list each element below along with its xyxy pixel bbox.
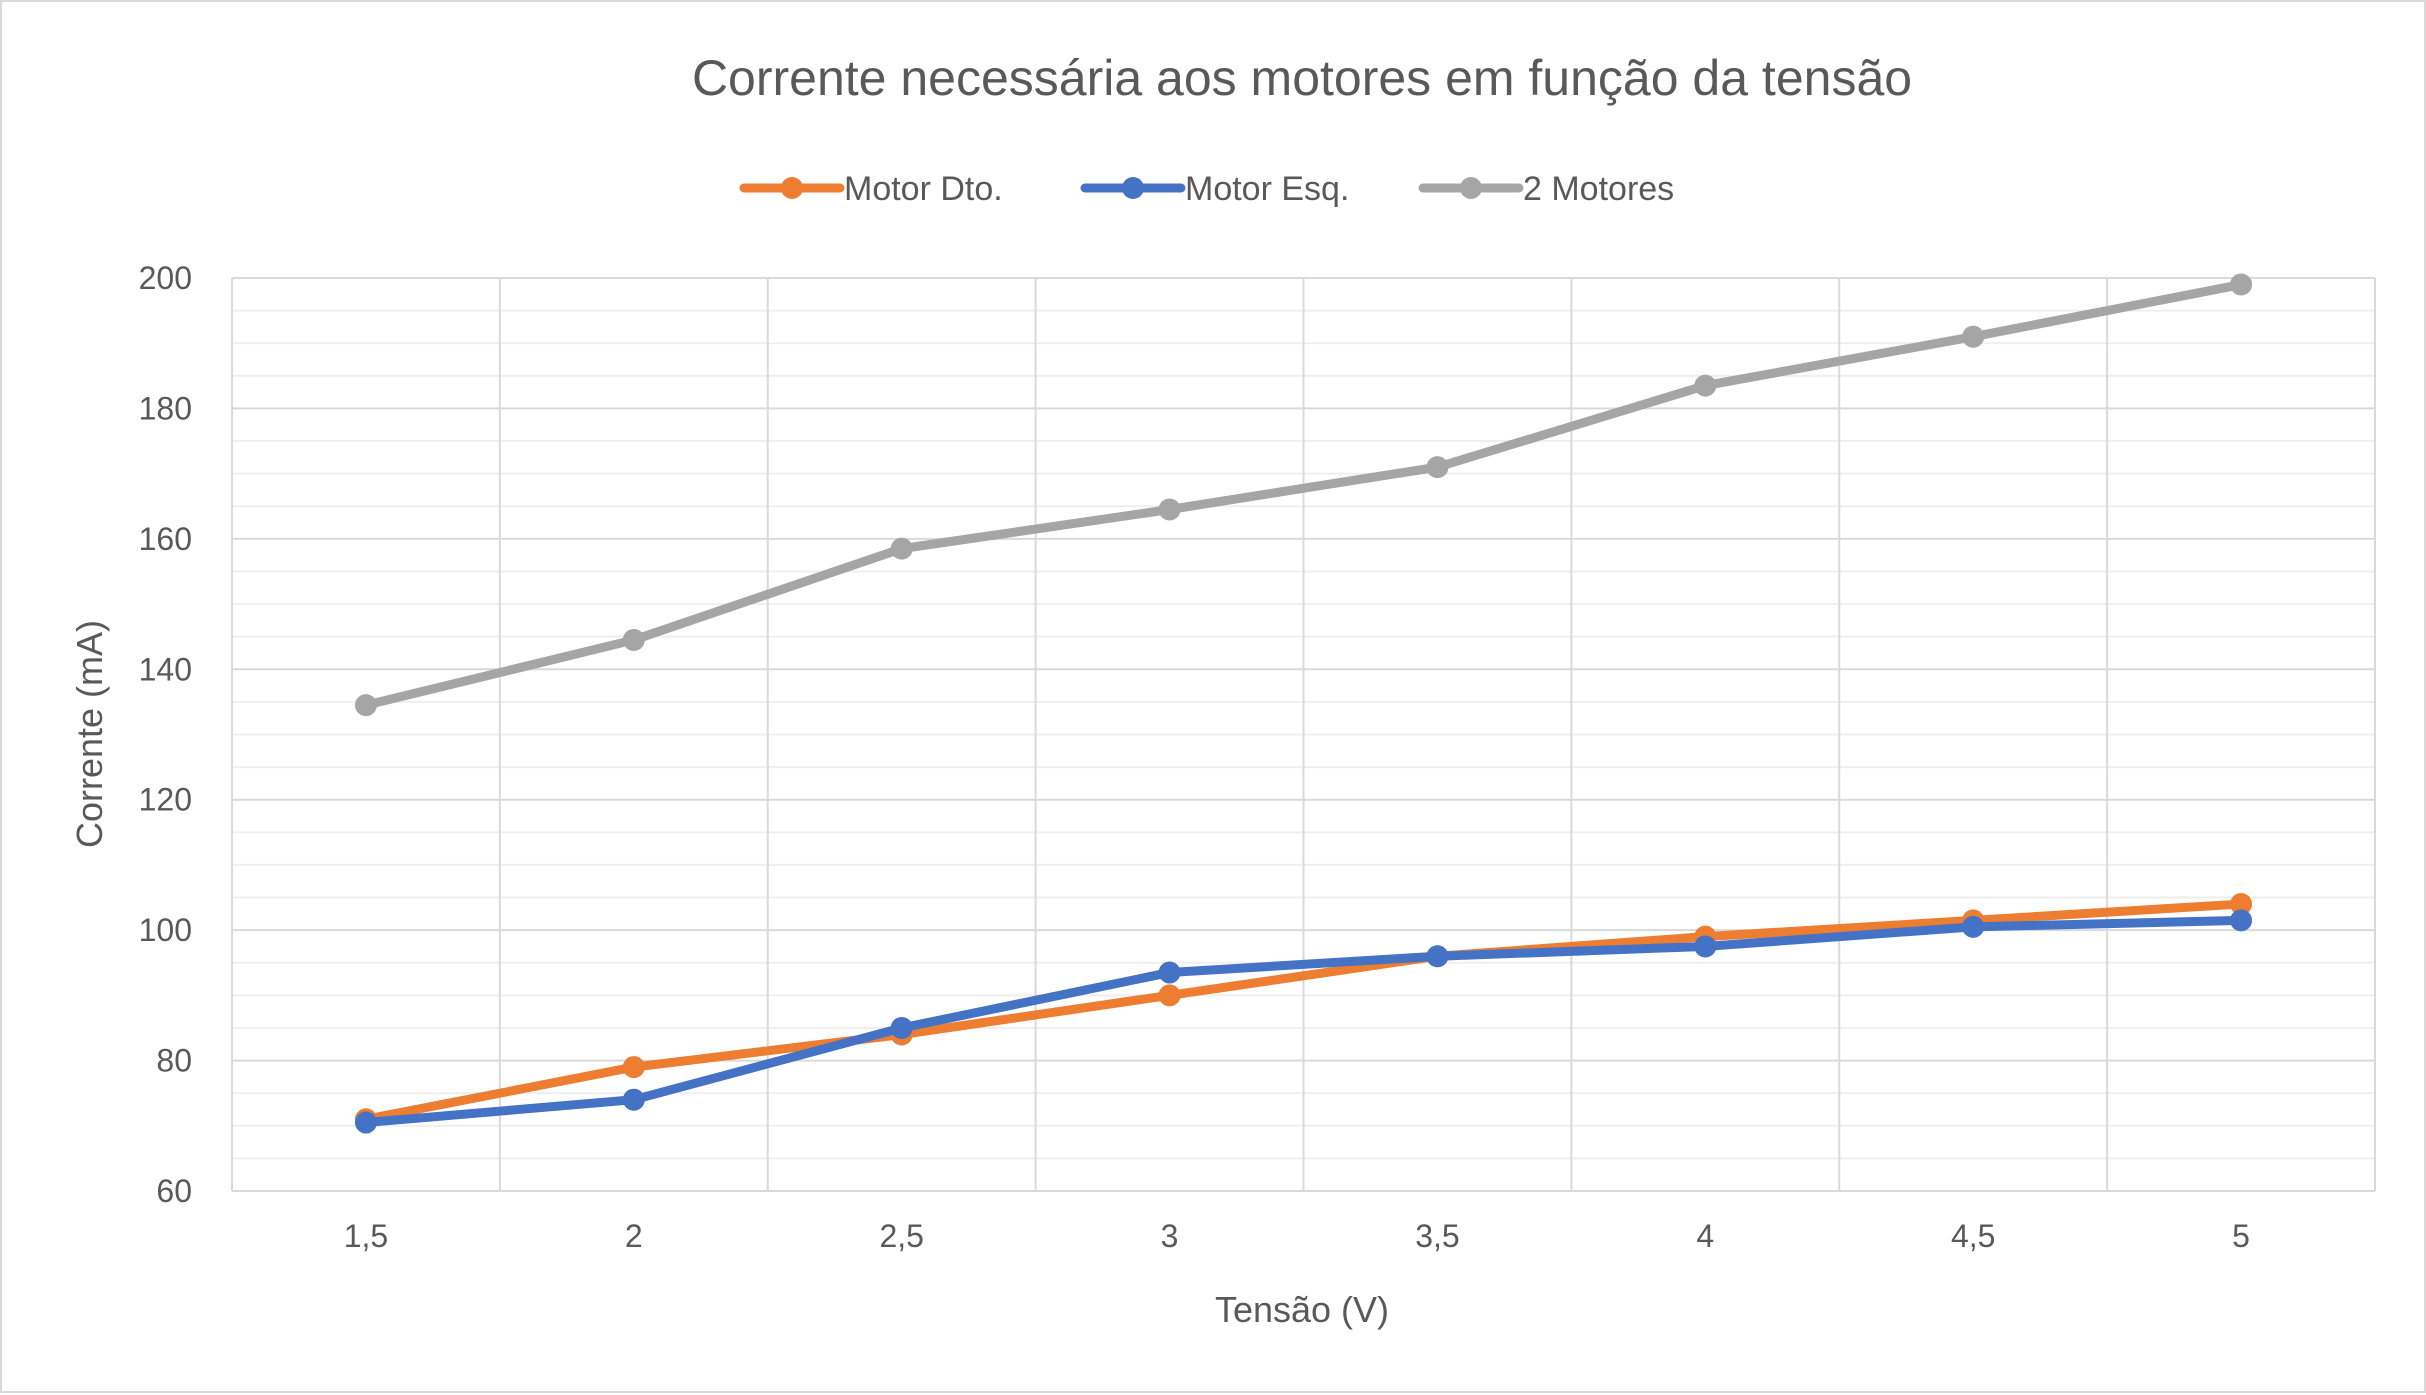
legend-swatch-marker xyxy=(1460,177,1482,199)
data-point xyxy=(1694,374,1717,397)
legend-item: Motor Dto. xyxy=(739,170,1003,208)
x-tick-label: 5 xyxy=(2232,1218,2250,1254)
series-line xyxy=(361,899,2246,1124)
data-point xyxy=(2230,893,2253,916)
series-line xyxy=(361,280,2246,710)
legend-label: Motor Dto. xyxy=(844,170,1003,208)
x-tick-label: 3,5 xyxy=(1415,1218,1459,1254)
x-tick-label: 4,5 xyxy=(1951,1218,1995,1254)
y-tick-label: 80 xyxy=(156,1043,192,1079)
x-tick-label: 3 xyxy=(1161,1218,1179,1254)
data-point xyxy=(1158,961,1181,984)
series-2-motores xyxy=(354,273,2253,717)
data-point xyxy=(622,628,645,651)
data-point xyxy=(890,537,913,560)
series-line xyxy=(361,915,2246,1128)
legend-item: Motor Esq. xyxy=(1080,170,1349,208)
series-layer xyxy=(354,273,2253,1134)
data-point xyxy=(1694,935,1717,958)
legend-swatch-marker xyxy=(1122,177,1144,199)
data-point xyxy=(354,694,377,717)
x-tick-label: 1,5 xyxy=(344,1218,388,1254)
y-tick-label: 200 xyxy=(139,260,192,296)
x-tick-label: 4 xyxy=(1696,1218,1714,1254)
data-point xyxy=(354,1111,377,1134)
chart-legend: Motor Dto. Motor Esq. 2 Motores xyxy=(739,170,1674,208)
data-point xyxy=(1158,984,1181,1007)
y-tick-label: 180 xyxy=(139,390,192,426)
y-tick-label: 100 xyxy=(139,912,192,948)
data-point xyxy=(1426,456,1449,479)
y-tick-label: 120 xyxy=(139,782,192,818)
legend-label: Motor Esq. xyxy=(1185,170,1349,208)
y-axis-ticks: 60 80 100 120 140 160 180 200 xyxy=(139,260,192,1209)
grid-lines xyxy=(231,277,2376,1192)
y-tick-label: 140 xyxy=(139,651,192,687)
data-point xyxy=(1426,945,1449,968)
legend-swatch-marker xyxy=(781,177,803,199)
x-axis-ticks: 1,5 2 2,5 3 3,5 4 4,5 5 xyxy=(344,1218,2250,1254)
data-point xyxy=(2230,273,2253,296)
data-point xyxy=(890,1016,913,1039)
series-motor-esq xyxy=(354,909,2253,1134)
data-point xyxy=(2230,909,2253,932)
x-axis-title: Tensão (V) xyxy=(1215,1289,1389,1330)
x-tick-label: 2 xyxy=(625,1218,643,1254)
legend-item: 2 Motores xyxy=(1418,170,1674,208)
data-point xyxy=(622,1088,645,1111)
data-point xyxy=(1962,325,1985,348)
x-tick-label: 2,5 xyxy=(879,1218,923,1254)
y-axis-title: Corrente (mA) xyxy=(69,620,110,848)
data-point xyxy=(1158,498,1181,521)
data-point xyxy=(622,1056,645,1079)
y-tick-label: 60 xyxy=(156,1173,192,1209)
y-tick-label: 160 xyxy=(139,521,192,557)
data-point xyxy=(1962,915,1985,938)
chart-title: Corrente necessária aos motores em funçã… xyxy=(692,50,1912,106)
legend-label: 2 Motores xyxy=(1523,170,1674,208)
